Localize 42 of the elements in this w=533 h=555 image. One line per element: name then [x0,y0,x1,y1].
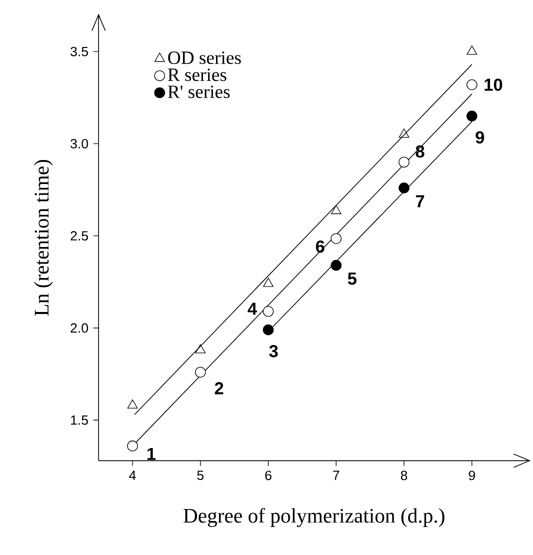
y-tick-label: 1.5 [71,415,88,425]
y-tick-label: 3.0 [70,138,88,148]
x-tick-label: 5 [197,470,204,480]
point [398,128,410,138]
point [398,182,410,194]
point [330,205,342,214]
point [127,399,138,409]
x-tick-label: 7 [333,470,340,480]
annotation: 3 [269,345,278,358]
x-tick-label: 4 [129,470,136,480]
point [466,79,478,90]
y-tick-label: 2.5 [70,231,88,241]
point [330,260,342,271]
annotation: 5 [348,272,356,285]
point [398,156,410,168]
annotation: 7 [416,195,424,208]
legend-label: R' series [168,86,230,98]
point [330,233,342,244]
x-tick-label: 8 [400,470,408,480]
y-tick-label: 3.5 [70,46,88,56]
annotation: 9 [476,131,484,144]
point [127,440,138,452]
y-tick-label: 2.0 [70,323,88,333]
annotation: 1 [147,448,156,460]
annotation: 6 [316,240,324,253]
point [195,344,206,354]
point [262,324,274,336]
point [466,46,478,55]
point [262,306,274,317]
annotation: 4 [248,302,258,315]
x-tick-label: 9 [468,470,475,480]
annotation: 2 [214,382,224,394]
legend-label: OD series [168,52,241,64]
point [263,278,274,287]
x-axis-title: Degree of polymerization (d.p.) [184,508,444,527]
annotation: 10 [484,78,502,91]
point [466,110,478,122]
legend-label: R series [168,68,226,82]
annotation: 8 [416,145,424,158]
x-tick-label: 6 [265,470,272,480]
point [195,366,206,378]
y-axis-title: Ln (retention time) [34,160,53,316]
